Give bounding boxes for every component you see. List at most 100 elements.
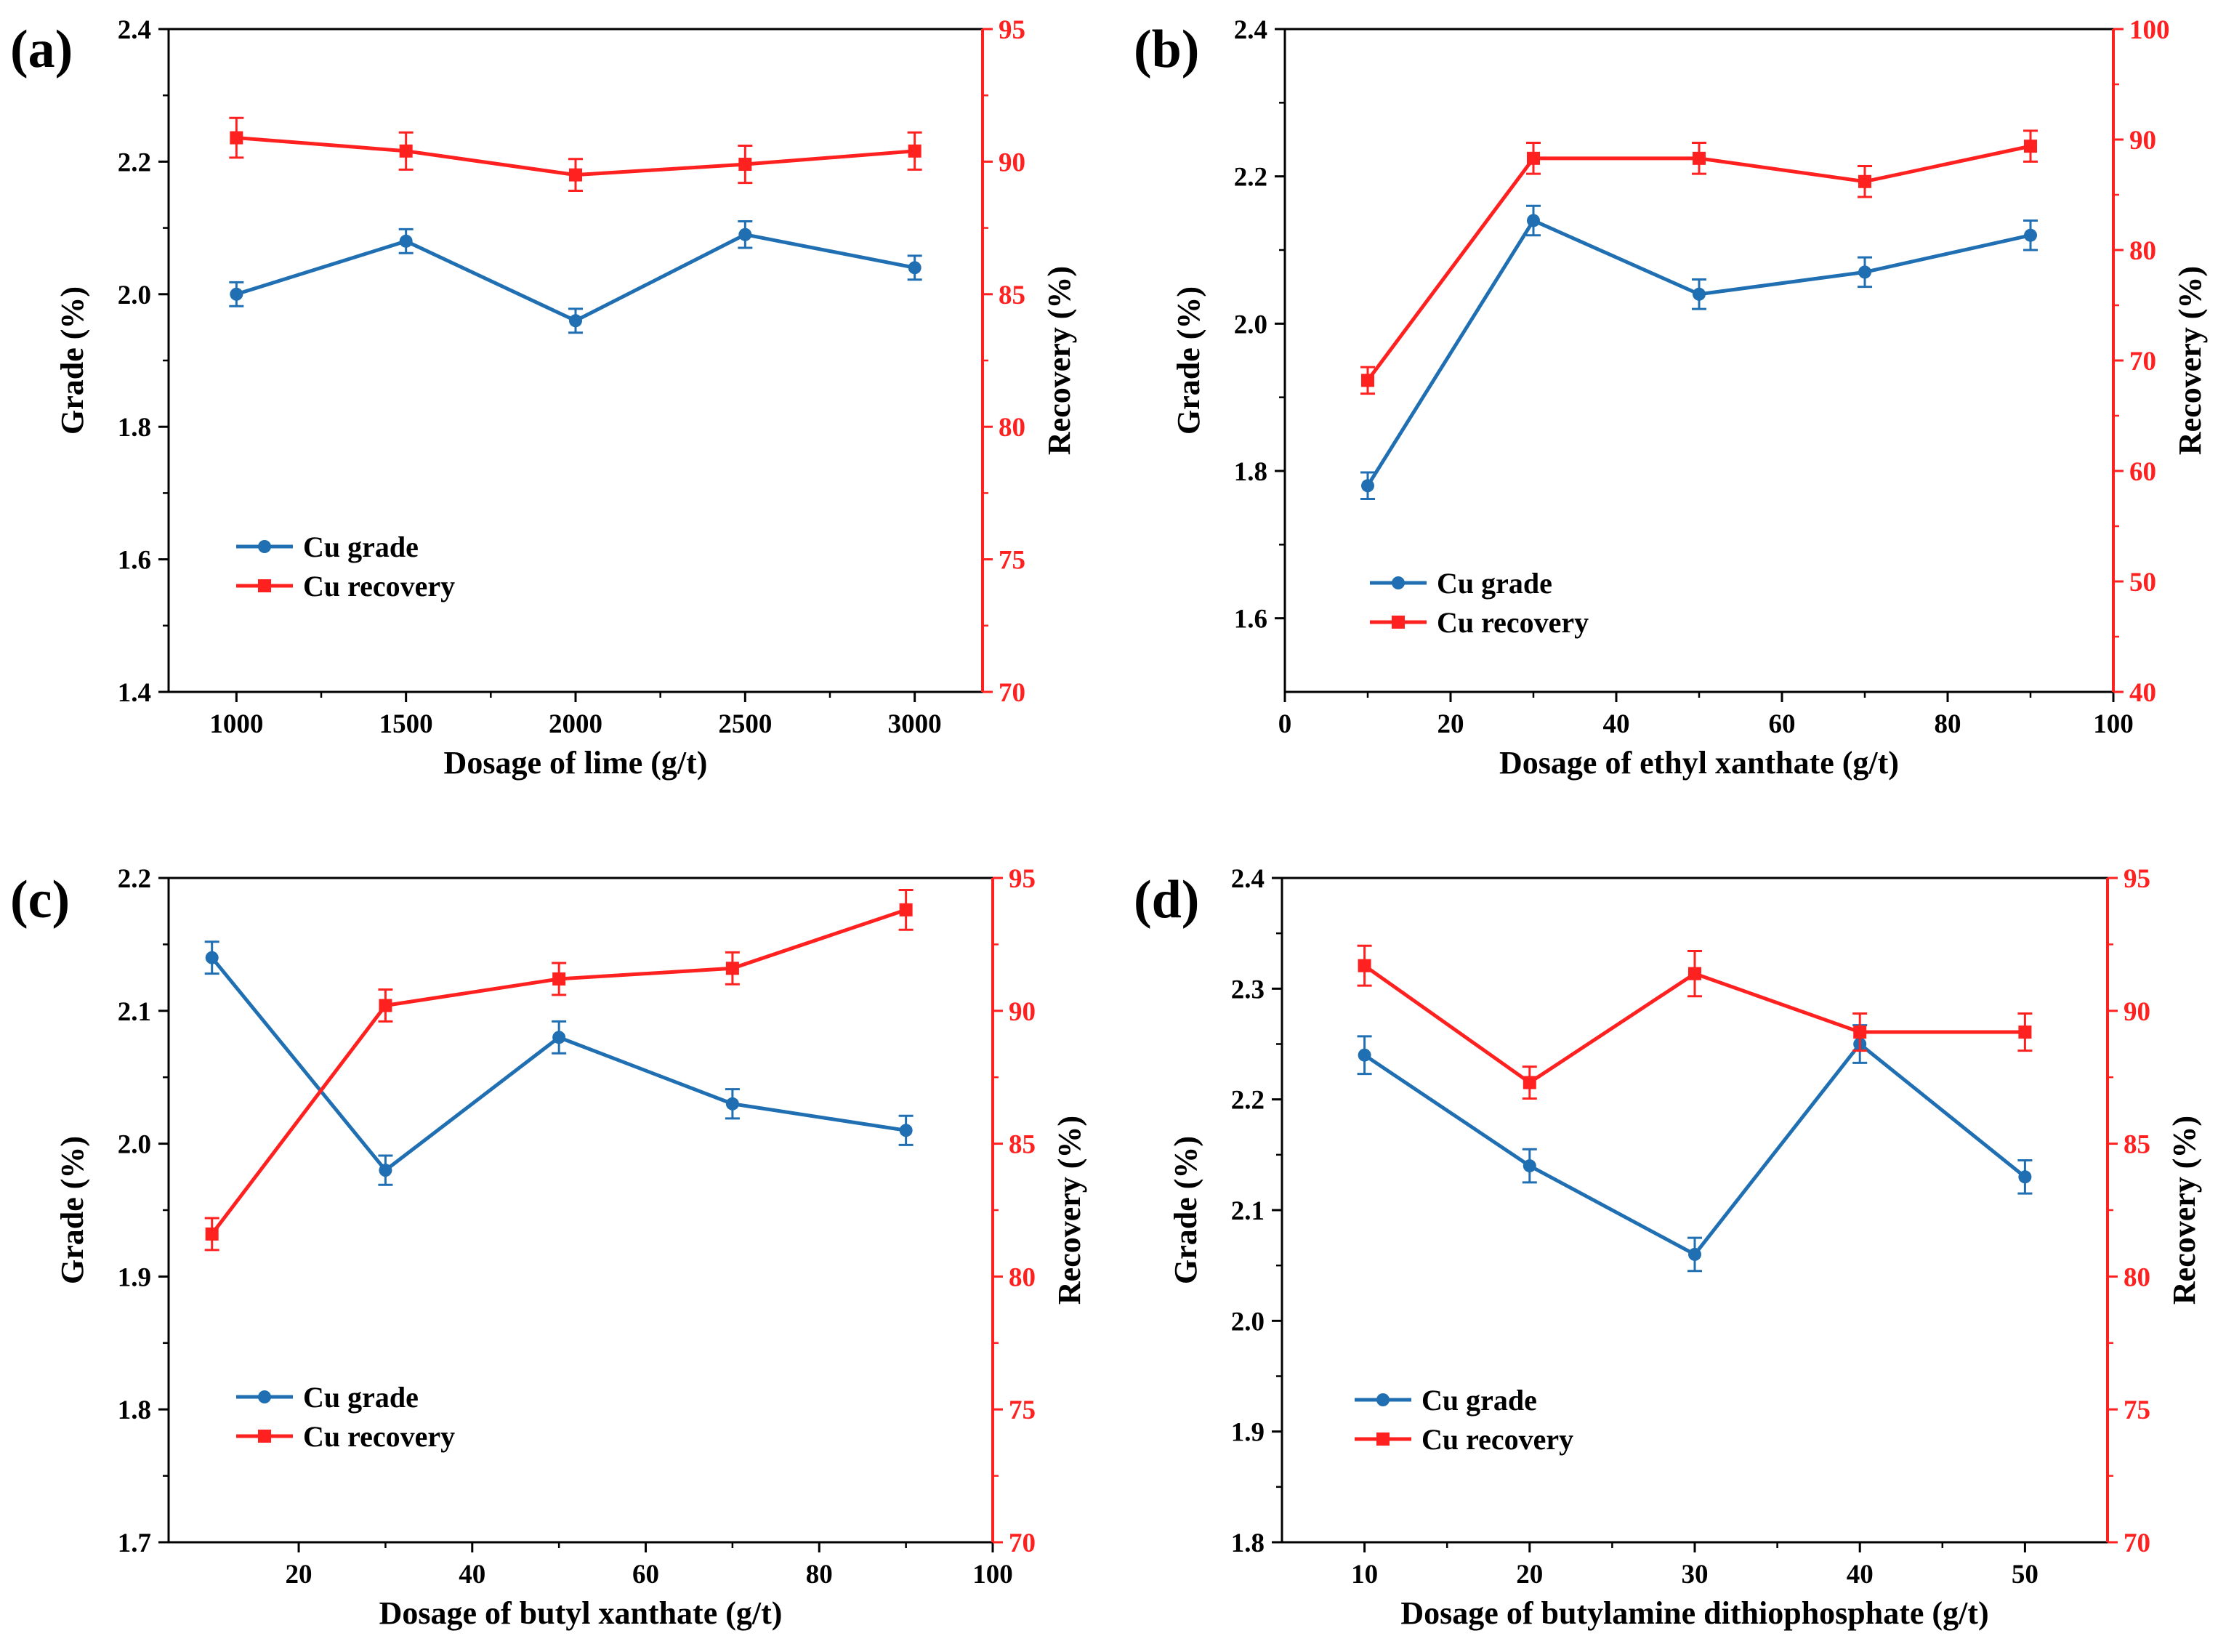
y-right-tick-label: 90 bbox=[1009, 997, 1036, 1027]
y-left-tick-label: 2.2 bbox=[118, 148, 151, 177]
grade-series-line bbox=[1366, 218, 2031, 487]
y-left-tick-label: 2.0 bbox=[118, 1130, 151, 1160]
grade-point bbox=[1688, 1247, 1701, 1261]
legend-grade-label: Cu grade bbox=[1421, 1384, 1537, 1417]
recovery-series-line bbox=[1366, 144, 2031, 382]
y-right-tick-label: 95 bbox=[2124, 864, 2150, 894]
x-tick-label: 100 bbox=[972, 1560, 1013, 1589]
y-left-tick-label: 2.2 bbox=[118, 864, 151, 894]
recovery-point bbox=[1693, 151, 1706, 165]
legend-grade-marker bbox=[1376, 1393, 1390, 1406]
legend-grade-marker bbox=[258, 540, 271, 553]
x-tick-label: 60 bbox=[632, 1560, 659, 1589]
y-left-axis-title: Grade (%) bbox=[55, 286, 90, 435]
y-right-tick-label: 50 bbox=[2129, 568, 2156, 597]
x-tick-label: 1000 bbox=[209, 709, 263, 739]
x-axis-title: Dosage of lime (g/t) bbox=[444, 745, 708, 781]
y-left-tick-label: 1.9 bbox=[118, 1262, 151, 1292]
y-left-tick-label: 2.1 bbox=[1231, 1196, 1265, 1226]
recovery-point bbox=[899, 903, 913, 916]
y-left-tick-label: 2.0 bbox=[1231, 1307, 1265, 1337]
y-left-axis-title: Grade (%) bbox=[55, 1136, 90, 1284]
x-tick-label: 1500 bbox=[379, 709, 433, 739]
y-right-tick-label: 75 bbox=[1009, 1395, 1036, 1425]
y-right-tick-label: 70 bbox=[999, 678, 1025, 708]
x-tick-label: 2500 bbox=[718, 709, 772, 739]
y-right-tick-label: 80 bbox=[1009, 1262, 1036, 1292]
grade-point bbox=[399, 234, 413, 248]
y-right-tick-label: 60 bbox=[2129, 457, 2156, 487]
recovery-series-line bbox=[210, 908, 907, 1236]
x-tick-label: 40 bbox=[459, 1560, 485, 1589]
legend-recovery-label: Cu recovery bbox=[1437, 606, 1589, 639]
legend-recovery-label: Cu recovery bbox=[303, 1420, 455, 1453]
chart-panel-a: (a) 1000 1500 2000 2500 3000 1.4 1.6 1.8 2.0 2.2 2.… bbox=[10, 15, 1077, 781]
grade-point bbox=[569, 314, 582, 328]
y-right-tick-label: 100 bbox=[2129, 15, 2170, 45]
grade-point bbox=[1523, 1159, 1536, 1173]
y-right-tick-label: 95 bbox=[1009, 864, 1036, 894]
chart-panel-d: (d) 10 20 30 40 50 1.8 1.9 2.0 2.1 2.2 2.3 2.4 70 75 80… bbox=[1134, 864, 2202, 1631]
x-axis-title: Dosage of butyl xanthate (g/t) bbox=[379, 1595, 783, 1631]
legend-recovery-label: Cu recovery bbox=[1421, 1423, 1573, 1456]
y-left-tick-label: 2.4 bbox=[118, 15, 151, 45]
x-tick-label: 100 bbox=[2093, 709, 2134, 739]
y-right-tick-label: 70 bbox=[1009, 1528, 1036, 1558]
recovery-point bbox=[569, 168, 582, 182]
x-tick-label: 40 bbox=[1603, 709, 1630, 739]
grade-point bbox=[738, 227, 752, 241]
y-right-tick-label: 90 bbox=[2129, 126, 2156, 156]
y-right-axis-title: Recovery (%) bbox=[1041, 266, 1077, 455]
y-right-axis-title: Recovery (%) bbox=[2166, 1116, 2202, 1305]
y-left-tick-label: 2.2 bbox=[1231, 1086, 1265, 1116]
y-left-tick-label: 2.3 bbox=[1231, 975, 1265, 1004]
x-tick-label: 2000 bbox=[549, 709, 602, 739]
panel-label-d: (d) bbox=[1134, 870, 1199, 930]
y-right-tick-label: 80 bbox=[2124, 1262, 2150, 1292]
recovery-point bbox=[1358, 959, 1371, 972]
x-tick-label: 10 bbox=[1351, 1560, 1378, 1589]
recovery-point bbox=[205, 1227, 219, 1241]
grade-point bbox=[1358, 1048, 1371, 1062]
y-left-axis-title: Grade (%) bbox=[1171, 286, 1206, 435]
y-right-tick-label: 90 bbox=[2124, 997, 2150, 1027]
x-tick-label: 30 bbox=[1682, 1560, 1709, 1589]
y-left-tick-label: 1.8 bbox=[118, 1395, 151, 1425]
recovery-point bbox=[1361, 374, 1374, 387]
x-tick-label: 80 bbox=[806, 1560, 833, 1589]
chart-panel-b: (b) 0 20 40 60 80 100 1.6 1.8 2.0 2.2 2.4 40 50 60 70 80… bbox=[1134, 15, 2208, 781]
recovery-point bbox=[738, 158, 752, 172]
recovery-point bbox=[1527, 151, 1540, 165]
x-tick-label: 60 bbox=[1769, 709, 1796, 739]
panel-label-b: (b) bbox=[1134, 20, 1199, 79]
recovery-point bbox=[1858, 174, 1871, 188]
legend-grade-marker bbox=[258, 1390, 271, 1403]
grade-point bbox=[205, 951, 219, 964]
x-tick-label: 50 bbox=[2012, 1560, 2038, 1589]
grade-point bbox=[2024, 228, 2037, 242]
grade-point bbox=[230, 287, 243, 301]
y-right-tick-label: 75 bbox=[999, 546, 1025, 576]
y-left-tick-label: 2.4 bbox=[1231, 864, 1265, 894]
recovery-point bbox=[552, 972, 566, 986]
legend-recovery-label: Cu recovery bbox=[303, 570, 455, 603]
legend-grade-label: Cu grade bbox=[1437, 567, 1552, 600]
grade-point bbox=[899, 1124, 913, 1137]
y-left-tick-label: 1.8 bbox=[1234, 457, 1267, 487]
x-tick-label: 0 bbox=[1278, 709, 1292, 739]
y-left-tick-label: 1.8 bbox=[118, 413, 151, 443]
y-left-tick-label: 1.8 bbox=[1231, 1528, 1265, 1558]
y-left-tick-label: 2.0 bbox=[118, 281, 151, 310]
legend-grade-label: Cu grade bbox=[303, 531, 419, 563]
grade-point bbox=[1361, 479, 1374, 493]
y-left-tick-label: 1.4 bbox=[118, 678, 151, 708]
x-tick-label: 20 bbox=[1516, 1560, 1543, 1589]
y-left-axis-title: Grade (%) bbox=[1168, 1136, 1203, 1284]
x-tick-label: 80 bbox=[1935, 709, 1961, 739]
grade-point bbox=[1858, 265, 1871, 279]
recovery-point bbox=[399, 144, 413, 158]
x-tick-label: 20 bbox=[286, 1560, 312, 1589]
legend-grade-marker bbox=[1392, 576, 1405, 589]
x-tick-label: 40 bbox=[1847, 1560, 1874, 1589]
y-right-tick-label: 80 bbox=[999, 413, 1025, 443]
